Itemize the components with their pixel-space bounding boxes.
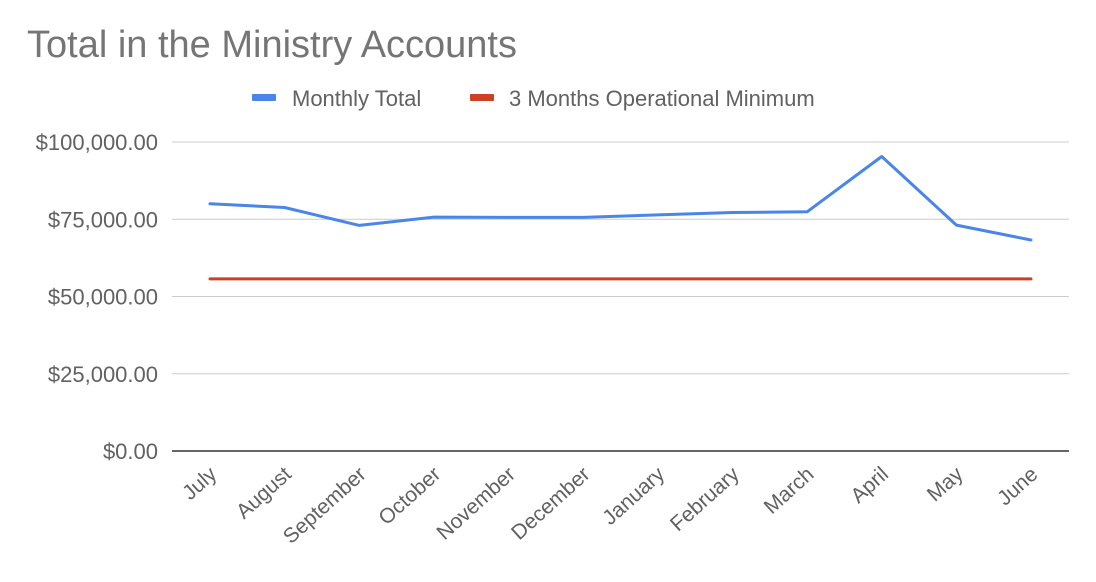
x-tick-label: January <box>598 462 669 529</box>
x-tick-label: November <box>433 463 520 545</box>
x-tick-label: March <box>760 463 819 519</box>
y-tick-label: $50,000.00 <box>48 285 158 310</box>
x-tick-label: May <box>923 462 968 506</box>
y-tick-label: $0.00 <box>103 439 158 464</box>
legend-swatch <box>252 94 276 101</box>
x-tick-label: December <box>507 463 594 545</box>
gridlines <box>172 141 1069 452</box>
series-lines <box>208 155 1033 281</box>
x-tick-label: June <box>993 463 1042 511</box>
x-tick-label: September <box>279 463 371 549</box>
legend-swatch <box>470 94 494 101</box>
legend-label: Monthly Total <box>292 86 421 111</box>
y-tick-label: $75,000.00 <box>48 207 158 232</box>
legend: Monthly Total 3 Months Operational Minimu… <box>252 86 815 111</box>
y-tick-label: $25,000.00 <box>48 362 158 387</box>
x-tick-label: August <box>232 463 296 524</box>
x-tick-label: October <box>374 463 445 530</box>
x-tick-label: July <box>178 462 222 504</box>
legend-label: 3 Months Operational Minimum <box>509 86 815 111</box>
chart-title: Total in the Ministry Accounts <box>27 24 517 66</box>
y-tick-label: $100,000.00 <box>36 130 158 155</box>
y-axis-ticks: $0.00 $25,000.00 $50,000.00 $75,000.00 $100,… <box>36 130 158 464</box>
x-tick-label: April <box>846 463 893 508</box>
x-tick-label: February <box>666 462 744 536</box>
series-line-monthly-total <box>208 155 1033 242</box>
